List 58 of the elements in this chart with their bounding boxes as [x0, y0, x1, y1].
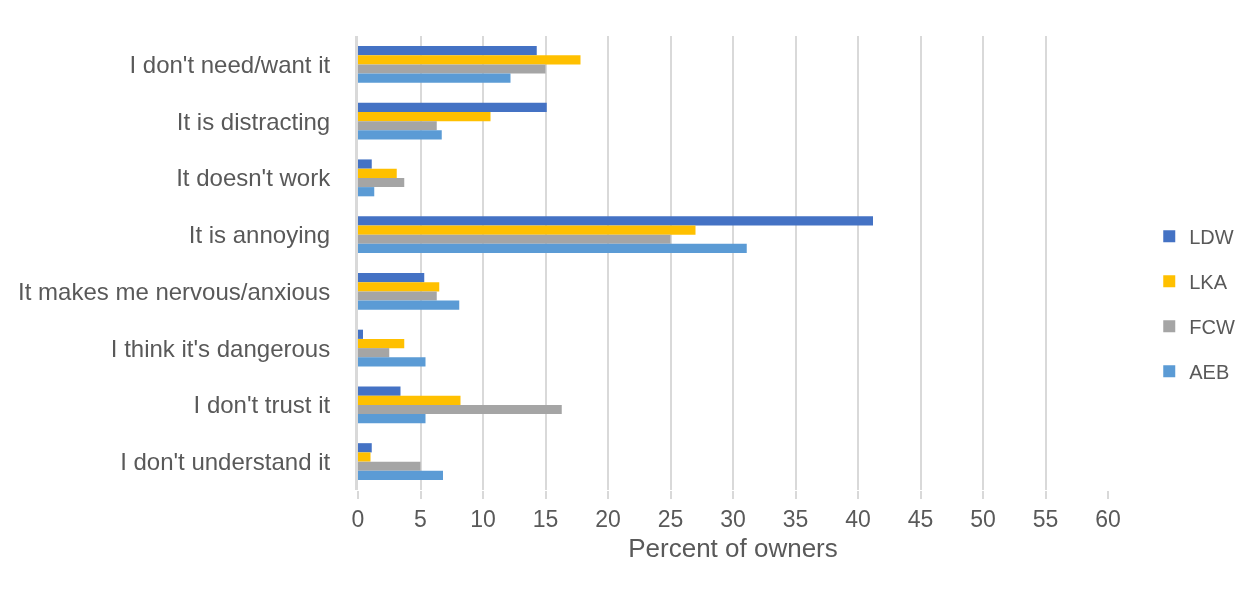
bar	[358, 300, 460, 310]
bar	[358, 282, 440, 292]
x-tick-label: 5	[414, 505, 427, 532]
bar	[358, 404, 562, 415]
bar	[358, 272, 425, 283]
bar	[358, 64, 546, 74]
x-tick-label: 20	[595, 505, 621, 532]
x-tick-label: 25	[657, 505, 684, 532]
bar	[358, 395, 461, 405]
x-tick-label: 35	[782, 505, 809, 532]
legend-label: LDW	[1189, 226, 1234, 249]
bar	[358, 329, 363, 339]
bar	[358, 348, 390, 358]
x-tick-label: 50	[970, 505, 996, 532]
y-tick-label: It is distracting	[176, 107, 331, 135]
y-tick-label: I don't need/want it	[129, 50, 331, 78]
bar	[358, 111, 491, 122]
bar	[358, 234, 671, 244]
bar	[358, 357, 426, 367]
bar	[358, 187, 375, 197]
bar	[358, 386, 401, 396]
y-tick-label: It doesn't work	[176, 164, 332, 192]
legend-label: LKA	[1189, 271, 1228, 294]
bar	[358, 121, 437, 131]
bar	[358, 470, 443, 481]
bar	[358, 130, 442, 140]
bar	[358, 243, 747, 254]
x-tick-label: 15	[532, 505, 559, 532]
y-tick-label: I don't trust it	[193, 391, 331, 419]
bar	[358, 45, 537, 56]
bar	[358, 414, 426, 424]
x-tick-label: 40	[845, 505, 871, 532]
bar	[358, 291, 437, 301]
bar	[358, 102, 547, 112]
x-tick-label: 60	[1095, 505, 1121, 532]
y-tick-label: I think it's dangerous	[110, 334, 331, 362]
y-tick-label: It makes me nervous/anxious	[18, 277, 331, 305]
bar	[358, 55, 581, 65]
bar	[358, 159, 372, 169]
x-tick-label: 10	[470, 505, 496, 532]
y-tick-label: It is annoying	[188, 221, 331, 249]
x-axis-title: Percent of owners	[628, 533, 838, 564]
bar	[358, 73, 511, 83]
x-tick-label: 45	[907, 505, 934, 532]
bar	[358, 461, 421, 471]
x-tick-label: 30	[720, 505, 746, 532]
y-tick-label: I don't understand it	[120, 448, 331, 476]
legend-label: AEB	[1189, 361, 1230, 384]
bar	[358, 216, 873, 226]
bar	[358, 177, 405, 188]
legend-label: FCW	[1189, 316, 1235, 339]
bar	[358, 338, 405, 349]
bar	[358, 225, 696, 235]
x-tick-label: 55	[1032, 505, 1059, 532]
bar	[358, 443, 372, 453]
bar	[358, 452, 371, 462]
x-tick-label: 0	[351, 505, 365, 532]
bar	[358, 168, 397, 178]
